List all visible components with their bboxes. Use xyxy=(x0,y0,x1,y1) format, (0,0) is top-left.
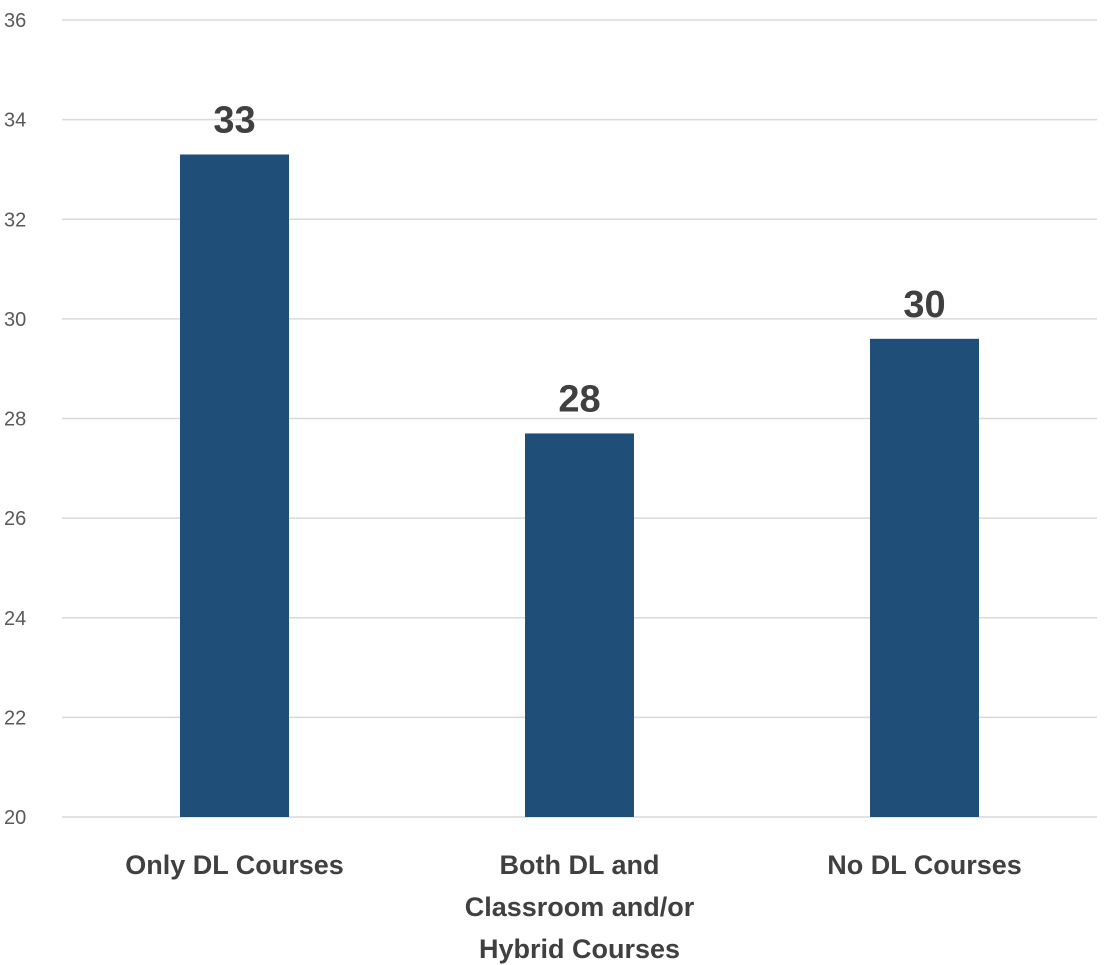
y-axis-tick-labels: 20 22 24 26 28 30 32 34 36 xyxy=(4,10,26,829)
y-tick-label: 28 xyxy=(4,409,26,431)
x-category-label: Hybrid Courses xyxy=(479,934,680,964)
data-label: 28 xyxy=(558,378,600,420)
y-tick-label: 24 xyxy=(4,608,26,630)
bars xyxy=(180,154,979,817)
y-tick-label: 32 xyxy=(4,209,26,231)
data-labels: 33 28 30 xyxy=(213,99,945,420)
y-tick-label: 30 xyxy=(4,309,26,331)
x-category-label: No DL Courses xyxy=(827,850,1022,880)
data-label: 30 xyxy=(903,284,945,326)
category-labels: Only DL Courses Both DL and Classroom and/… xyxy=(125,850,1022,964)
x-category-label: Only DL Courses xyxy=(125,850,344,880)
bar xyxy=(525,433,634,817)
y-tick-label: 26 xyxy=(4,508,26,530)
data-label: 33 xyxy=(213,99,255,141)
y-tick-label: 20 xyxy=(4,807,26,829)
y-tick-label: 22 xyxy=(4,707,26,729)
bar xyxy=(180,154,289,817)
y-tick-label: 34 xyxy=(4,110,26,132)
x-category-label: Both DL and xyxy=(500,850,660,880)
x-category-label: Classroom and/or xyxy=(465,892,695,922)
bar xyxy=(870,338,979,817)
y-tick-label: 36 xyxy=(4,10,26,32)
